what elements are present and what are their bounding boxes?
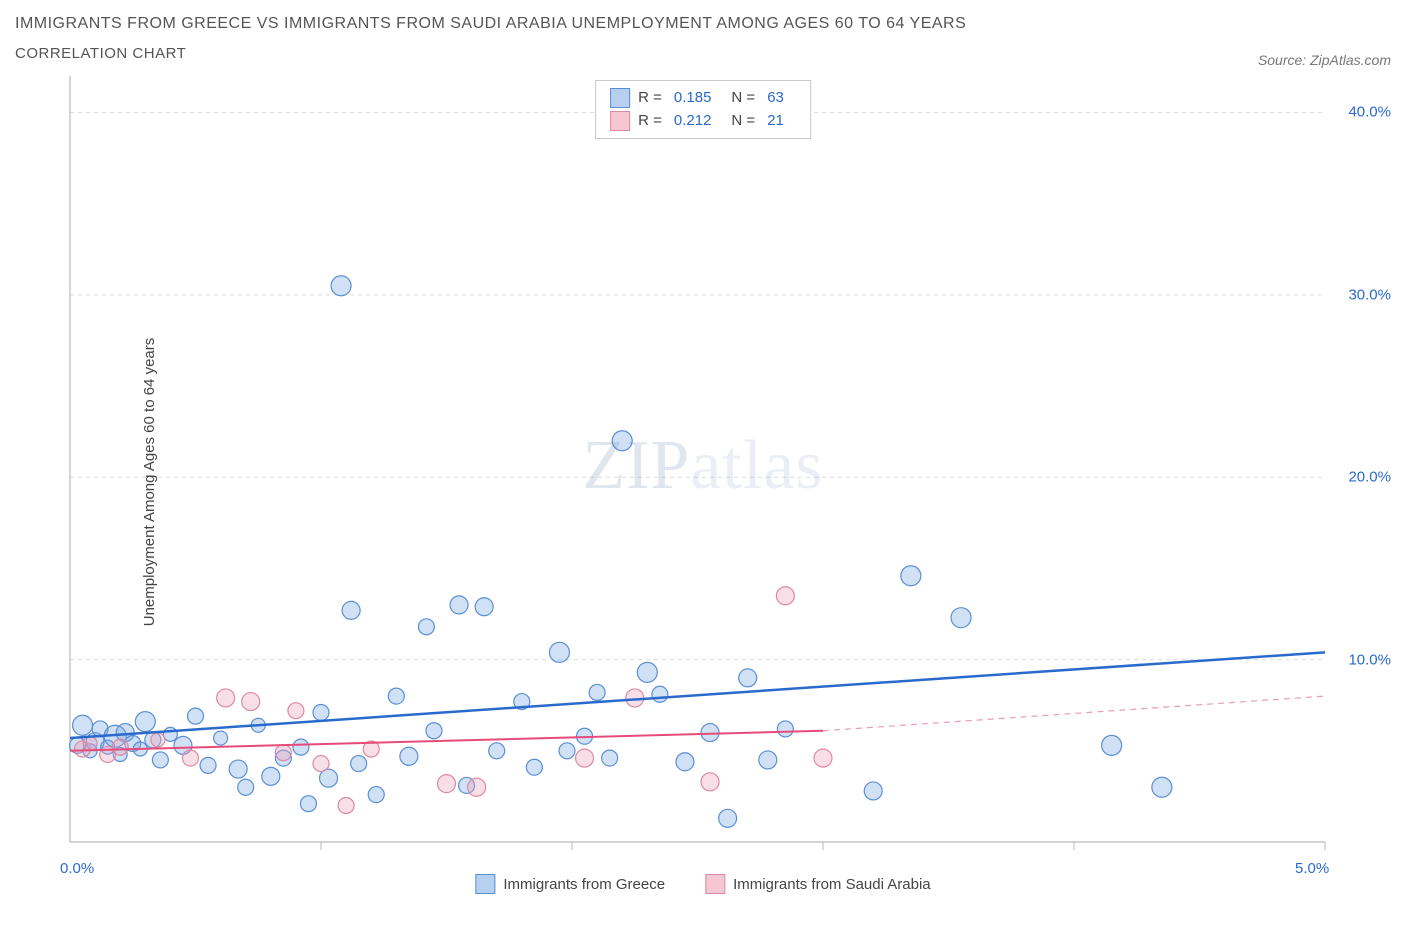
legend-item: Immigrants from Greece xyxy=(475,874,665,894)
y-tick-label: 30.0% xyxy=(1348,286,1391,303)
chart-title: IMMIGRANTS FROM GREECE VS IMMIGRANTS FRO… xyxy=(15,15,1391,33)
legend-row: R =0.212 N =21 xyxy=(610,110,796,133)
header-row: CORRELATION CHART Source: ZipAtlas.com xyxy=(15,33,1391,68)
x-axis-end: 5.0% xyxy=(1295,860,1329,877)
y-axis-label: Unemployment Among Ages 60 to 64 years xyxy=(141,338,158,627)
series-legend: Immigrants from Greece Immigrants from Sa… xyxy=(475,874,930,894)
legend-item: Immigrants from Saudi Arabia xyxy=(705,874,931,894)
y-tick-label: 20.0% xyxy=(1348,469,1391,486)
y-tick-label: 10.0% xyxy=(1348,651,1391,668)
correlation-legend: R =0.185 N =63 R =0.212 N =21 xyxy=(595,80,811,139)
scatter-plot xyxy=(15,72,1391,892)
legend-row: R =0.185 N =63 xyxy=(610,87,796,110)
source-label: Source: ZipAtlas.com xyxy=(1258,52,1391,68)
y-tick-label: 40.0% xyxy=(1348,104,1391,121)
chart-subtitle: CORRELATION CHART xyxy=(15,45,186,62)
x-axis-start: 0.0% xyxy=(60,860,94,877)
chart-container: Unemployment Among Ages 60 to 64 years Z… xyxy=(15,72,1391,892)
